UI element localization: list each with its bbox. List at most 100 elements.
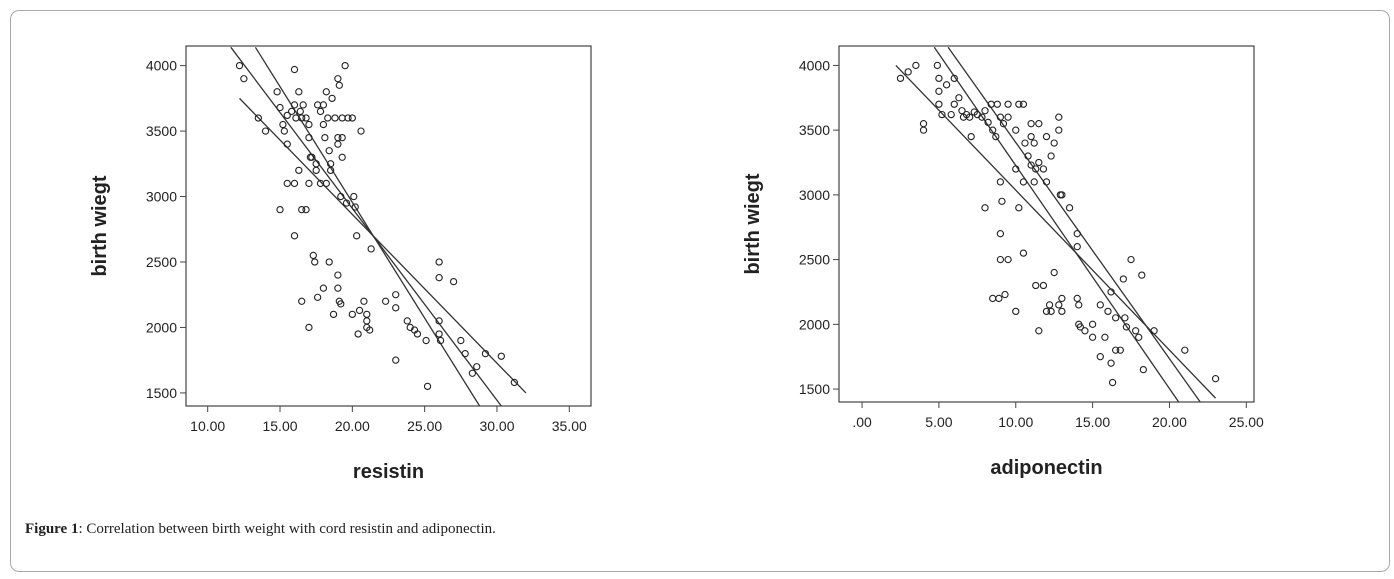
data-point [1076, 323, 1084, 331]
data-point [279, 120, 287, 129]
data-point [435, 258, 443, 266]
data-point [1004, 113, 1012, 121]
data-point [319, 284, 328, 292]
x-tick-label: 25.00 [407, 418, 442, 434]
data-point [312, 166, 320, 175]
resistin-scatter-chart: 1500 2000 2500 3000 3500 4000 10.00 15.00 20.00 2… [89, 45, 592, 483]
data-point [1035, 158, 1043, 167]
data-point [1050, 268, 1058, 277]
data-point [1138, 271, 1146, 279]
data-point [1181, 346, 1189, 354]
data-point [1004, 255, 1012, 264]
data-point [896, 74, 905, 83]
data-point [1211, 375, 1220, 383]
data-point [1019, 178, 1028, 186]
data-point [1045, 301, 1054, 309]
data-point [950, 100, 958, 108]
data-point [912, 61, 920, 70]
data-point [1030, 139, 1038, 147]
data-point [1042, 307, 1051, 316]
data-point [337, 300, 345, 308]
data-point [1019, 100, 1028, 108]
data-point [996, 230, 1005, 238]
data-point [308, 153, 316, 161]
data-point [276, 205, 284, 214]
data-point [341, 61, 349, 70]
data-point [334, 75, 342, 83]
data-point [457, 336, 465, 345]
data-point [261, 127, 270, 135]
data-point [978, 113, 986, 121]
data-point [235, 61, 244, 70]
data-point [305, 179, 313, 188]
adiponectin-y-axis-title: birth wiegt [742, 173, 764, 274]
data-point [1058, 191, 1066, 199]
fit-line [254, 46, 481, 406]
data-point [334, 140, 342, 148]
y-tick-label: 2500 [146, 254, 177, 270]
data-point [999, 120, 1008, 128]
data-point [322, 179, 330, 188]
data-point [510, 378, 518, 387]
data-point [1107, 359, 1115, 367]
fit-line [933, 46, 1180, 402]
resistin-x-axis-title: resistin [353, 461, 424, 483]
data-point [392, 304, 400, 312]
data-point [302, 114, 310, 122]
data-point [326, 166, 335, 175]
data-point [351, 203, 359, 211]
data-point [1135, 333, 1143, 341]
data-point [497, 352, 505, 360]
data-point [338, 133, 346, 142]
data-point [290, 101, 299, 109]
data-point [1032, 281, 1040, 290]
data-point [1012, 307, 1020, 316]
data-point [1131, 327, 1140, 335]
figure-frame: 1500 2000 2500 3000 3500 4000 10.00 15.00 20.00 2… [10, 10, 1390, 572]
adiponectin-chart-container: 1500 2000 2500 3000 3500 4000 .00 5.00 10.00 15.0… [729, 31, 1329, 506]
data-point [302, 205, 310, 214]
data-point [1027, 120, 1035, 128]
data-point [353, 232, 361, 240]
data-point [422, 336, 430, 345]
y-tick-label: 2000 [146, 319, 177, 335]
data-point [295, 166, 303, 175]
data-point [1096, 301, 1104, 309]
fit-line [947, 46, 1201, 402]
data-point [984, 118, 992, 127]
resistin-plot-frame [185, 45, 592, 407]
data-point [423, 382, 432, 391]
data-point [298, 114, 306, 122]
data-point [1039, 281, 1048, 290]
data-point [935, 87, 943, 95]
y-tick-label: 2000 [799, 316, 830, 332]
data-point [1055, 301, 1063, 309]
y-tick-label: 3000 [799, 187, 830, 203]
y-tick-label: 1500 [146, 385, 177, 401]
x-tick-label: 25.00 [1229, 414, 1264, 430]
data-point [331, 114, 339, 122]
data-point [363, 317, 371, 325]
data-point [325, 258, 333, 266]
y-tick-label: 2500 [799, 252, 830, 268]
data-point [305, 133, 313, 142]
x-tick-label: 10.00 [190, 418, 225, 434]
data-point [468, 369, 477, 377]
data-point [381, 297, 390, 305]
data-point [989, 126, 997, 134]
adiponectin-plot-area [895, 46, 1220, 402]
data-point [276, 103, 284, 112]
data-point [254, 114, 262, 122]
adiponectin-x-axis-title: adiponectin [990, 457, 1102, 479]
y-tick-label: 3500 [799, 122, 830, 138]
data-point [1042, 178, 1051, 186]
data-point [1073, 243, 1081, 251]
resistin-y-axis-title: birth wiegt [89, 175, 111, 276]
data-point [298, 297, 306, 305]
data-point [996, 178, 1005, 186]
data-point [1101, 333, 1109, 341]
data-point [1127, 255, 1135, 264]
data-point [435, 330, 443, 338]
data-point [305, 120, 313, 129]
data-point [461, 349, 469, 358]
